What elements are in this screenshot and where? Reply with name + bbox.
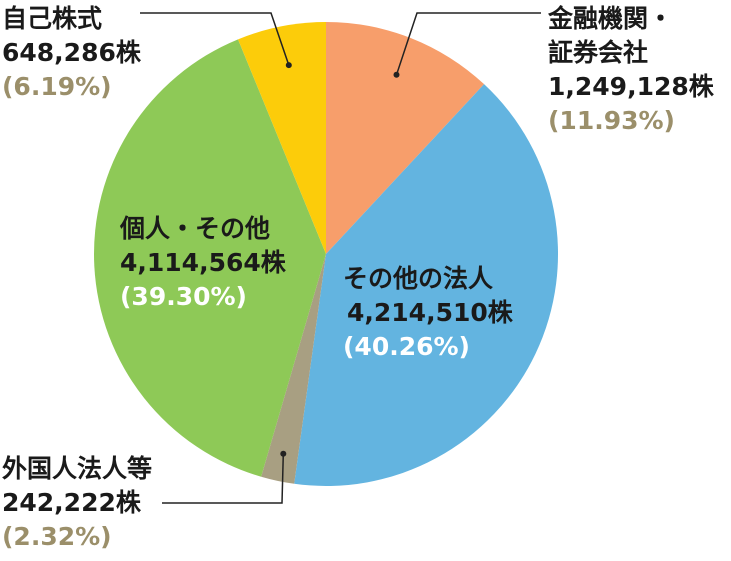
label-financial: 金融機関・ 証券会社 1,249,128株 (11.93%) (548, 2, 714, 138)
label-other-corp-name: その他の法人 (343, 264, 494, 293)
label-other-corp-percent: (40.26%) (343, 332, 470, 361)
slice-financial (326, 22, 485, 254)
slice-individual (94, 39, 326, 477)
slice-treasury (238, 22, 326, 254)
label-foreign-shares: 242,222株 (2, 488, 141, 517)
label-other-corp-shares: 4,214,510株 (347, 298, 513, 327)
label-financial-shares: 1,249,128株 (548, 72, 714, 101)
label-financial-percent: (11.93%) (548, 106, 675, 135)
label-treasury: 自己株式 648,286株 (6.19%) (2, 2, 141, 104)
slice-foreign (261, 254, 326, 484)
label-treasury-shares: 648,286株 (2, 38, 141, 67)
label-individual-name: 個人・その他 (120, 214, 271, 243)
slice-other-corp (294, 84, 559, 487)
label-foreign-name: 外国人法人等 (2, 454, 153, 483)
label-treasury-name: 自己株式 (2, 4, 103, 33)
label-other-corp: その他の法人 4,214,510株 (40.26%) (343, 262, 513, 364)
leader-line-treasury (140, 12, 290, 66)
leader-line-financial (395, 12, 541, 76)
label-individual: 個人・その他 4,114,564株 (39.30%) (120, 212, 286, 314)
label-financial-name-1: 金融機関・ (548, 4, 674, 33)
label-individual-shares: 4,114,564株 (120, 248, 286, 277)
label-financial-name-2: 証券会社 (548, 38, 649, 67)
label-foreign: 外国人法人等 242,222株 (2.32%) (2, 452, 152, 554)
label-foreign-percent: (2.32%) (2, 522, 112, 551)
label-individual-percent: (39.30%) (120, 282, 247, 311)
label-treasury-percent: (6.19%) (2, 72, 112, 101)
leader-line-foreign (162, 453, 285, 504)
